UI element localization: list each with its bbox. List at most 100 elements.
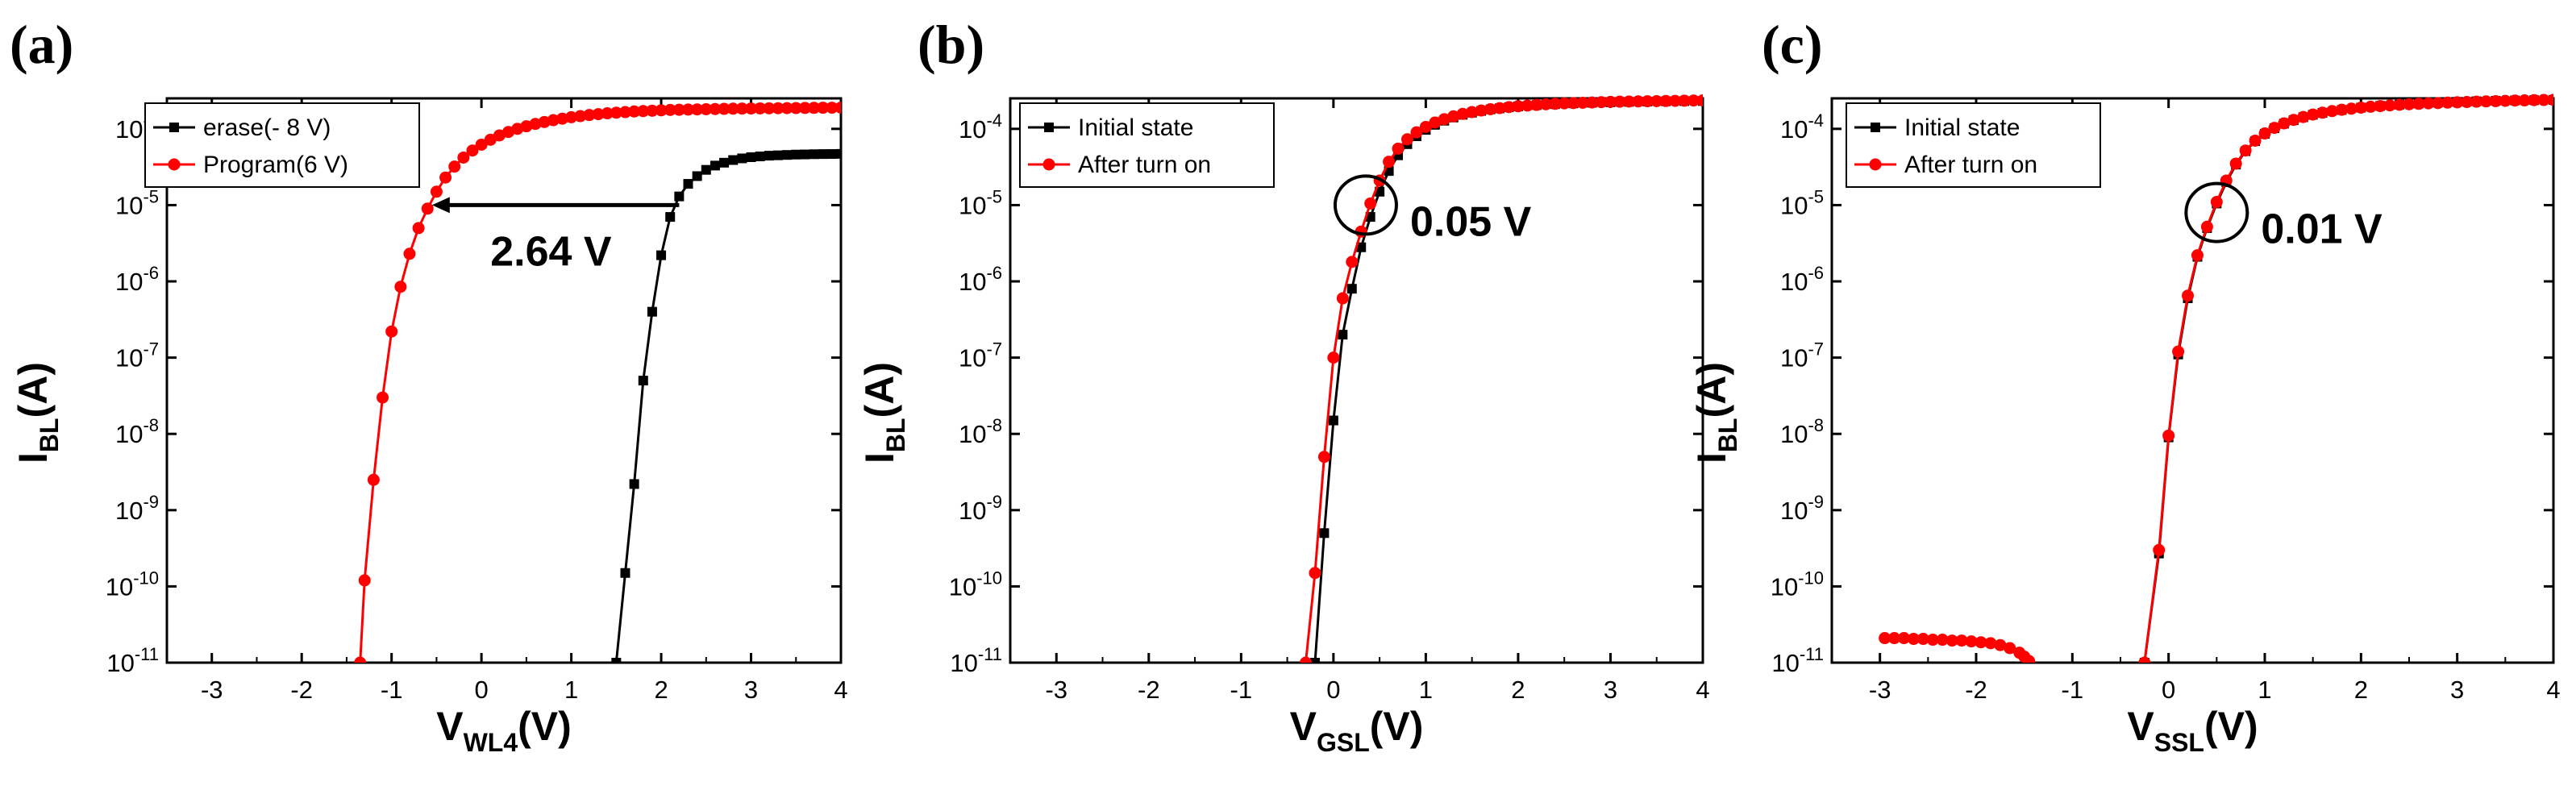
data-point: [2249, 134, 2262, 147]
annotation-circle: [1333, 174, 1398, 236]
data-point: [2470, 95, 2483, 108]
data-point: [1888, 632, 1901, 645]
panel-letter: (c): [1762, 14, 1822, 75]
legend-marker: [1871, 123, 1880, 132]
x-tick-label: 1: [564, 676, 578, 704]
data-point: [1586, 96, 1599, 109]
data-point: [2518, 94, 2531, 107]
y-tick-label: 10-7: [959, 339, 1002, 372]
x-tick-label: 0: [2162, 676, 2175, 704]
annotation-circle: [2184, 181, 2249, 243]
y-tick-label: 10-11: [1771, 644, 1824, 677]
plot-area: [354, 101, 841, 663]
data-point: [620, 568, 630, 578]
data-point: [2432, 97, 2445, 110]
data-point: [2172, 345, 2185, 358]
data-point: [475, 138, 488, 151]
data-point: [691, 103, 704, 116]
panel-letter: (a): [10, 14, 73, 75]
data-point: [1327, 351, 1340, 364]
data-point: [2441, 96, 2454, 109]
data-point: [1632, 95, 1645, 108]
data-point: [1898, 632, 1910, 645]
legend-marker: [1044, 123, 1054, 132]
data-point: [2422, 97, 2435, 110]
data-point: [1309, 567, 1321, 580]
chart-panel-1: (a) -3 -2 -1 0 1 2 3 4 10-11 10-10 10-9 10-8 10-7 10-6…: [10, 14, 848, 757]
data-point: [2451, 96, 2464, 109]
data-point: [1512, 100, 1525, 113]
data-point: [836, 148, 841, 159]
y-axis-label: IBL(A): [1689, 362, 1742, 464]
plot-frame: [1009, 97, 1704, 664]
data-point: [2461, 96, 2474, 109]
data-point: [1438, 113, 1450, 126]
y-axis-label: IBL(A): [857, 362, 910, 464]
x-tick-label: -3: [201, 676, 223, 704]
data-point: [692, 171, 702, 181]
data-point: [1936, 634, 1949, 647]
x-tick-label: -2: [1138, 676, 1160, 704]
data-point: [601, 107, 614, 120]
data-point: [1549, 98, 1562, 110]
y-tick-label: 10-4: [959, 110, 1002, 143]
data-point: [412, 222, 425, 235]
data-point: [1641, 95, 1654, 108]
x-tick-label: -2: [1965, 676, 1987, 704]
data-point: [358, 574, 371, 587]
data-point: [647, 306, 657, 317]
y-tick-label: 10-10: [949, 568, 1002, 601]
x-tick-label: 2: [2354, 676, 2368, 704]
data-point: [574, 110, 587, 123]
data-point: [2479, 95, 2492, 108]
data-point: [439, 171, 452, 184]
legend-label: After turn on: [1904, 152, 2037, 178]
data-point: [2162, 429, 2175, 442]
data-point: [2393, 98, 2406, 111]
data-point: [1493, 102, 1506, 114]
x-tick-label: 4: [1696, 676, 1709, 704]
data-point: [1696, 94, 1703, 107]
data-point: [1521, 99, 1534, 112]
x-axis-label: VGSL(V): [1290, 704, 1424, 757]
data-point: [1576, 96, 1589, 109]
data-point: [565, 110, 578, 123]
data-point: [2287, 114, 2300, 127]
data-point: [709, 102, 722, 115]
data-point: [638, 376, 648, 386]
data-point: [403, 247, 416, 260]
data-point: [2499, 94, 2511, 107]
data-point: [780, 102, 793, 114]
x-tick-label: 4: [834, 676, 847, 704]
data-point: [529, 118, 542, 131]
data-point: [2345, 102, 2358, 115]
data-point: [2374, 100, 2387, 113]
y-tick-label: 10-4: [1780, 110, 1824, 143]
y-tick-label: 10-5: [1780, 186, 1824, 219]
data-point: [2403, 98, 2416, 110]
x-tick-label: 3: [1604, 676, 1617, 704]
data-point: [834, 101, 841, 114]
data-point: [448, 160, 461, 173]
data-point: [538, 115, 551, 128]
data-point: [1688, 94, 1700, 107]
data-point: [2489, 94, 2502, 107]
data-point: [1338, 330, 1348, 340]
plot-frame: [165, 97, 843, 664]
data-point: [700, 102, 713, 115]
data-point: [754, 102, 767, 114]
y-tick-label: 10-7: [1780, 339, 1824, 372]
data-point: [1356, 242, 1367, 252]
data-point: [484, 133, 497, 146]
data-point: [2528, 94, 2541, 106]
data-point: [637, 105, 650, 118]
y-tick-label: 10-6: [959, 263, 1002, 296]
data-point: [665, 212, 676, 222]
data-point: [628, 105, 641, 118]
data-point: [719, 157, 730, 168]
data-point: [2138, 656, 2151, 663]
data-point: [2210, 196, 2223, 209]
data-point: [367, 473, 380, 486]
data-point: [1965, 635, 1978, 648]
data-point: [1456, 107, 1469, 120]
